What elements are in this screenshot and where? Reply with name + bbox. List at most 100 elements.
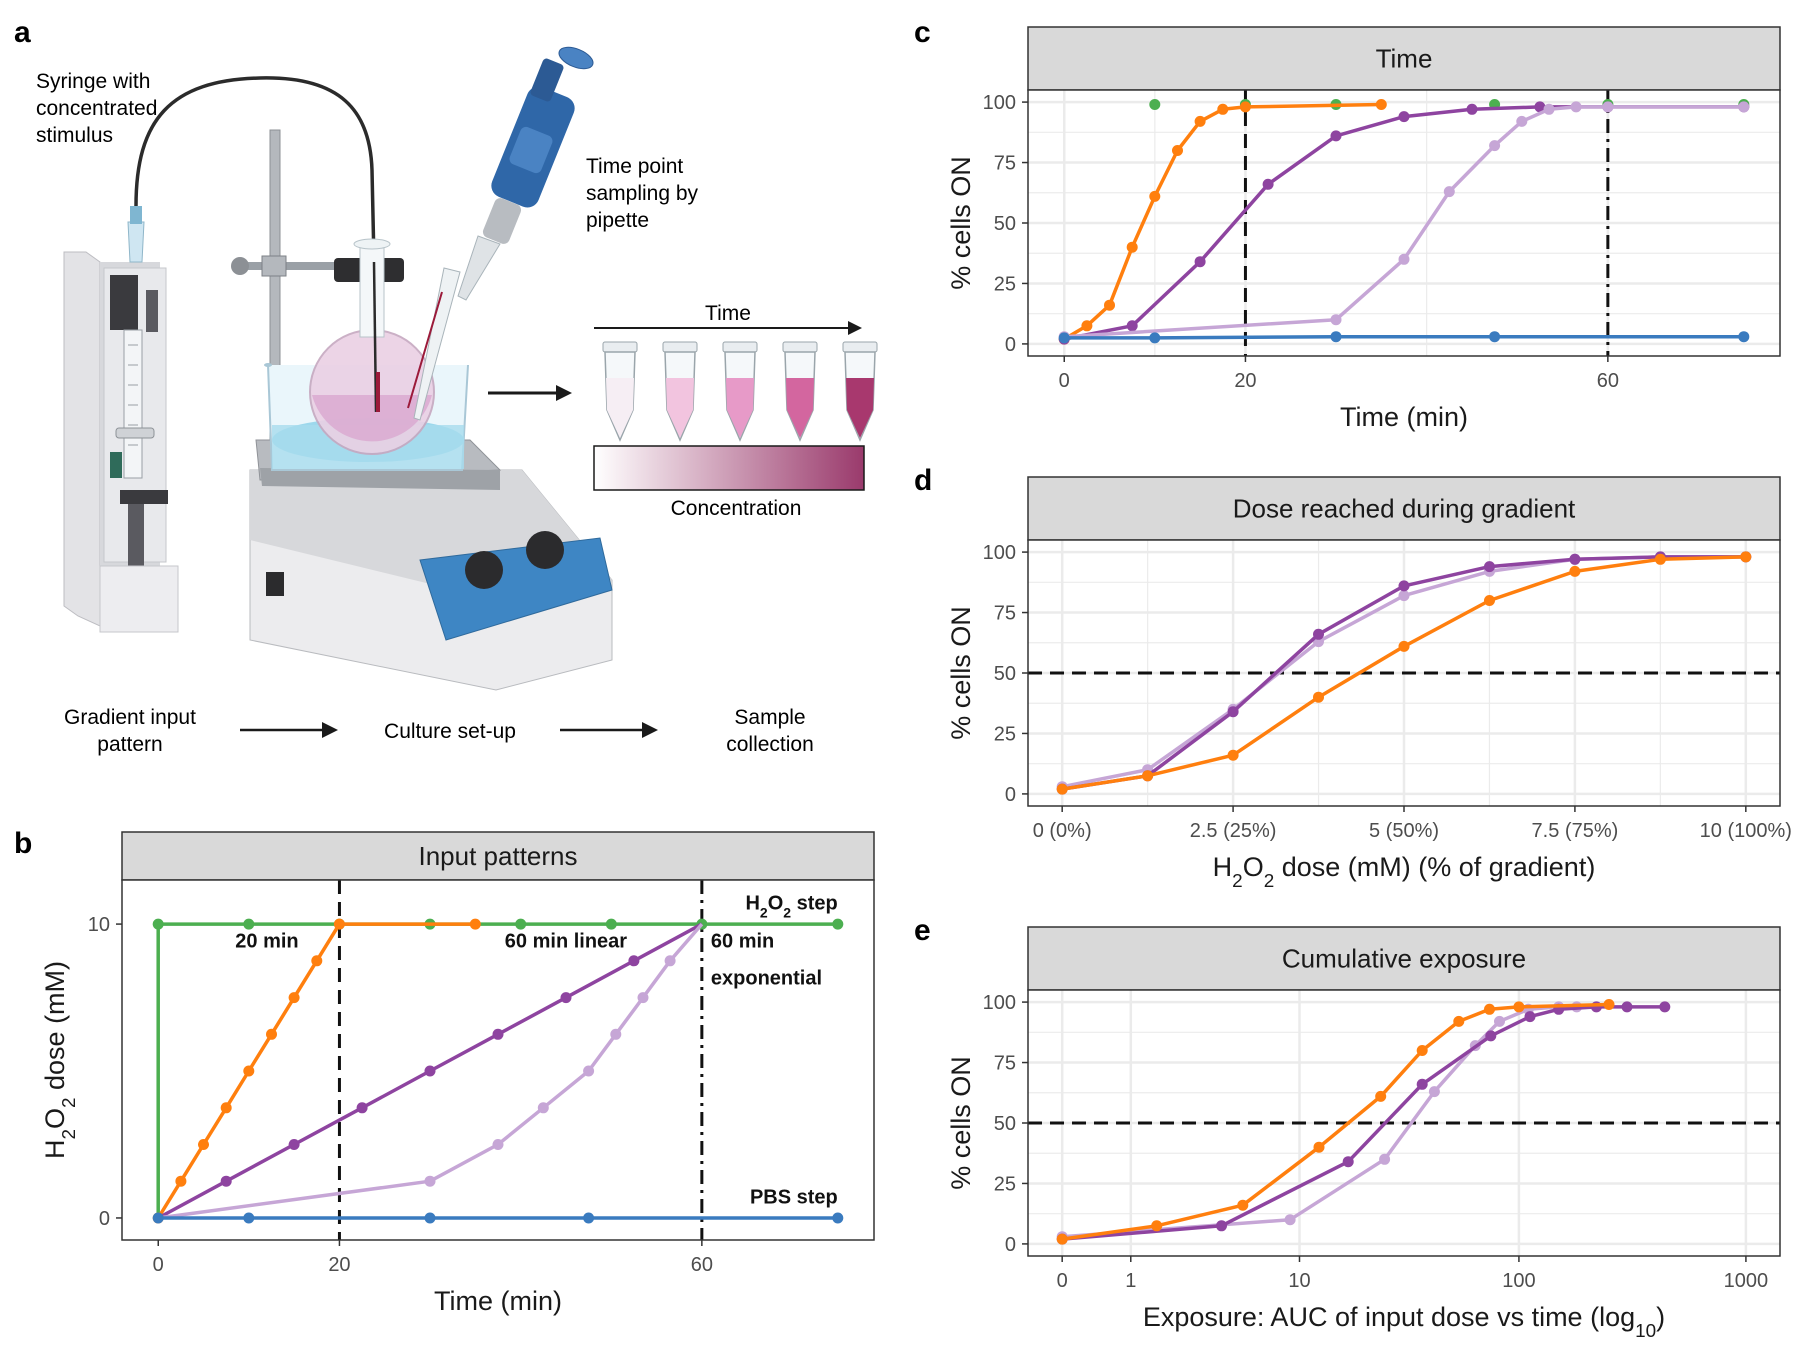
data-point <box>637 992 649 1004</box>
data-point <box>1485 1030 1497 1042</box>
data-point <box>1466 103 1478 115</box>
y-tick-label: 0 <box>1005 334 1016 356</box>
chart-title: Cumulative exposure <box>1282 944 1526 974</box>
data-point <box>152 1212 164 1224</box>
chart-annotation-h2o2-step: H2O2 step <box>745 893 837 921</box>
sample-tube <box>602 341 638 442</box>
data-point <box>1330 314 1342 326</box>
x-tick-label: 10 <box>1288 1270 1310 1292</box>
y-tick-label: 75 <box>994 603 1016 625</box>
data-point <box>1569 565 1581 577</box>
data-point <box>832 918 844 930</box>
data-point <box>243 1065 255 1077</box>
y-tick-label: 10 <box>88 914 110 936</box>
data-point <box>1738 101 1750 113</box>
data-point <box>1058 332 1070 344</box>
y-tick-label: 75 <box>994 153 1016 175</box>
data-point <box>1489 140 1501 152</box>
data-point <box>220 1102 232 1114</box>
data-point <box>243 918 255 930</box>
series-line <box>156 922 476 1219</box>
data-point <box>1621 1001 1633 1013</box>
data-point <box>152 918 164 930</box>
data-point <box>1342 1156 1354 1168</box>
x-axis-label: Time (min) <box>1340 402 1468 432</box>
time-arrow-label: Time <box>705 302 751 325</box>
chart-annotation: exponential <box>711 967 822 989</box>
data-point <box>1659 1001 1671 1013</box>
chart-annotation: 20 min <box>235 931 298 953</box>
y-tick-label: 100 <box>983 542 1016 564</box>
data-point <box>1056 783 1068 795</box>
series-t20 <box>1056 999 1615 1245</box>
panel-letter-c: c <box>914 16 931 49</box>
data-point <box>424 1065 436 1077</box>
data-point <box>492 1028 504 1040</box>
data-point <box>1398 640 1410 652</box>
data-point <box>198 1139 209 1150</box>
series-pbs <box>1058 331 1750 344</box>
series-t60exp <box>157 922 704 1220</box>
series-line <box>1063 102 1382 341</box>
data-point <box>243 1212 255 1224</box>
data-point <box>175 1175 187 1187</box>
data-point <box>1194 256 1206 268</box>
data-point <box>1126 320 1138 332</box>
data-point <box>1227 706 1239 718</box>
data-point <box>1081 320 1093 332</box>
sample-tube <box>842 341 878 442</box>
concentration-gradient-bar <box>593 445 865 491</box>
culture-vessel-illustration <box>264 238 469 471</box>
y-axis-label: % cells ON <box>946 606 976 740</box>
y-tick-label: 75 <box>994 1053 1016 1075</box>
data-point <box>1104 299 1115 311</box>
data-point <box>583 1065 595 1077</box>
panel-letter-d: d <box>914 464 932 497</box>
sample-tubes <box>602 341 878 442</box>
x-tick-label: 0 (0%) <box>1033 820 1092 842</box>
chart-input-patterns: Input patterns 0 10 0 20 60 Time (min) H2O2 dos… <box>40 831 875 1316</box>
data-point <box>1524 1011 1536 1023</box>
data-point <box>1398 111 1410 123</box>
data-point <box>1330 331 1342 343</box>
sample-tube <box>722 341 758 442</box>
data-point <box>1330 130 1342 142</box>
flow-step-1-line-1: Gradient input <box>64 706 196 729</box>
data-point <box>1416 1078 1428 1090</box>
data-point <box>605 918 617 930</box>
data-point <box>1142 770 1154 782</box>
data-point <box>288 1139 300 1150</box>
data-point <box>424 1175 436 1187</box>
data-point <box>1654 553 1666 565</box>
data-point <box>1217 103 1229 115</box>
x-tick-label: 0 <box>1059 370 1070 392</box>
data-point <box>266 1028 277 1040</box>
chart-dose-reached: Dose reached during gradient 0 25 50 75 100 0 … <box>946 476 1792 892</box>
data-point <box>311 955 323 967</box>
x-axis-label: Time (min) <box>434 1286 562 1316</box>
chart-annotation: 60 min <box>711 931 774 953</box>
data-point <box>1216 1220 1227 1232</box>
tubing-illustration <box>134 76 376 263</box>
data-point <box>1375 99 1387 110</box>
x-tick-label: 10 (100%) <box>1700 820 1792 842</box>
data-point <box>1534 101 1546 113</box>
data-point <box>1489 331 1501 343</box>
data-point <box>1375 1090 1387 1102</box>
facet-strip <box>1027 26 1781 91</box>
data-point <box>1416 1045 1428 1056</box>
data-point <box>1570 101 1582 113</box>
y-tick-label: 25 <box>994 723 1016 745</box>
x-tick-label: 1 <box>1125 1270 1136 1292</box>
syringe-label-line-2: concentrated <box>36 97 157 120</box>
y-tick-label: 25 <box>994 1173 1016 1195</box>
stirrer-plate-illustration <box>249 439 613 691</box>
plot-border <box>121 879 875 1241</box>
data-point <box>1453 1015 1465 1027</box>
data-point <box>1262 178 1274 190</box>
data-point <box>220 1175 232 1187</box>
x-tick-label: 1000 <box>1724 1270 1769 1292</box>
x-tick-label: 20 <box>328 1254 350 1276</box>
